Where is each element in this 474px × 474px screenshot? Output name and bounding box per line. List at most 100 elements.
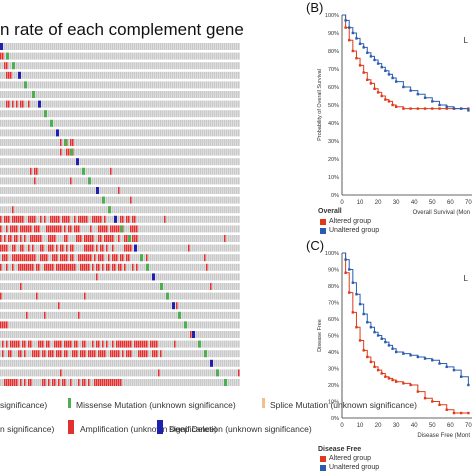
oncoprint-cell xyxy=(58,43,60,50)
oncoprint-cell xyxy=(66,273,68,281)
oncoprint-cell xyxy=(46,359,48,367)
oncoprint-cell xyxy=(68,302,70,310)
oncoprint-cell xyxy=(80,139,82,146)
oncoprint-cell xyxy=(94,62,96,70)
oncoprint-cell xyxy=(132,129,134,137)
oncoprint-cell xyxy=(222,158,224,166)
oncoprint-cell xyxy=(112,340,114,348)
oncoprint-cell xyxy=(194,187,196,194)
oncoprint-cell xyxy=(106,187,108,194)
oncoprint-cell xyxy=(202,148,204,156)
oncoprint-cell xyxy=(90,263,92,271)
oncoprint-cell xyxy=(132,177,134,185)
oncoprint-cell xyxy=(222,244,224,252)
oncoprint-cell xyxy=(220,350,222,358)
oncoprint-cell xyxy=(72,129,74,137)
oncoprint-cell xyxy=(76,81,78,89)
oncoprint-cell xyxy=(20,283,22,290)
oncoprint-cell xyxy=(116,158,118,166)
oncoprint-cell xyxy=(194,225,196,233)
oncoprint-cell xyxy=(98,369,100,377)
oncoprint-cell xyxy=(82,244,84,252)
oncoprint-cell xyxy=(78,350,80,358)
oncoprint-cell xyxy=(224,321,226,329)
oncoprint-cell xyxy=(88,71,90,79)
km-censor-mark xyxy=(355,57,358,60)
oncoprint-cell xyxy=(184,235,186,242)
oncoprint-cell xyxy=(196,177,198,185)
oncoprint-cell xyxy=(150,91,152,98)
oncoprint-cell xyxy=(86,350,88,358)
km-censor-mark xyxy=(459,107,463,110)
oncoprint-cell xyxy=(40,43,42,50)
oncoprint-cell xyxy=(192,129,194,137)
oncoprint-cell xyxy=(138,235,140,242)
oncoprint-cell xyxy=(20,91,22,98)
oncoprint-cell xyxy=(206,273,208,281)
oncoprint-cell xyxy=(8,196,10,204)
oncoprint-cell xyxy=(148,311,150,319)
oncoprint-cell xyxy=(184,167,186,175)
oncoprint-cell xyxy=(236,350,238,358)
oncoprint-cell xyxy=(198,196,200,204)
oncoprint-cell xyxy=(50,167,52,175)
oncoprint-cell xyxy=(2,321,4,329)
oncoprint-cell xyxy=(126,283,128,290)
km-legend-swatch-altered-b xyxy=(320,219,326,225)
oncoprint-cell xyxy=(232,254,234,262)
oncoprint-cell xyxy=(180,196,182,204)
oncoprint-cell xyxy=(182,254,184,262)
oncoprint-cell xyxy=(58,148,60,156)
oncoprint-cell xyxy=(66,321,68,329)
oncoprint-cell xyxy=(226,263,228,271)
oncoprint-cell xyxy=(78,321,80,329)
oncoprint-cell xyxy=(108,225,110,233)
oncoprint-cell xyxy=(132,81,134,89)
km-censor-mark xyxy=(362,46,365,49)
oncoprint-cell xyxy=(18,263,20,271)
oncoprint-cell xyxy=(230,81,232,89)
oncoprint-cell xyxy=(152,43,154,50)
oncoprint-cell xyxy=(204,43,206,50)
km-censor-mark xyxy=(416,107,420,110)
oncoprint-cell xyxy=(178,158,180,166)
oncoprint-cell xyxy=(132,91,134,98)
oncoprint-cell xyxy=(122,283,124,290)
oncoprint-cell xyxy=(4,244,6,252)
oncoprint-cell xyxy=(8,187,10,194)
oncoprint-cell xyxy=(208,167,210,175)
oncoprint-cell xyxy=(222,292,224,300)
oncoprint-cell xyxy=(52,196,54,204)
km-censor-mark xyxy=(445,107,448,110)
oncoprint-cell xyxy=(142,321,144,329)
oncoprint-cell xyxy=(220,110,222,118)
oncoprint-cell xyxy=(90,158,92,166)
oncoprint-cell xyxy=(190,379,192,386)
oncoprint-cell xyxy=(206,369,208,377)
oncoprint-cell xyxy=(152,359,154,367)
oncoprint-cell xyxy=(74,215,76,223)
oncoprint-cell xyxy=(10,167,12,175)
oncoprint-cell xyxy=(182,167,184,175)
oncoprint-cell xyxy=(96,177,98,185)
oncoprint-cell xyxy=(150,71,152,79)
oncoprint-cell xyxy=(26,292,28,300)
oncoprint-cell xyxy=(216,331,218,338)
oncoprint-cell xyxy=(48,43,50,50)
oncoprint-cell xyxy=(194,359,196,367)
oncoprint-cell xyxy=(10,62,12,70)
oncoprint-cell xyxy=(210,100,212,108)
oncoprint-cell xyxy=(82,235,84,242)
oncoprint-cell xyxy=(166,91,168,98)
oncoprint-cell xyxy=(152,263,154,271)
oncoprint-cell xyxy=(28,148,30,156)
oncoprint-cell xyxy=(128,206,130,214)
oncoprint-cell xyxy=(86,158,88,166)
oncoprint-cell xyxy=(176,43,178,50)
oncoprint-cell xyxy=(12,206,14,214)
oncoprint-cell xyxy=(44,206,46,214)
oncoprint-cell xyxy=(230,43,232,50)
oncoprint-cell xyxy=(234,91,236,98)
oncoprint-cell xyxy=(190,302,192,310)
oncoprint-cell xyxy=(212,81,214,89)
